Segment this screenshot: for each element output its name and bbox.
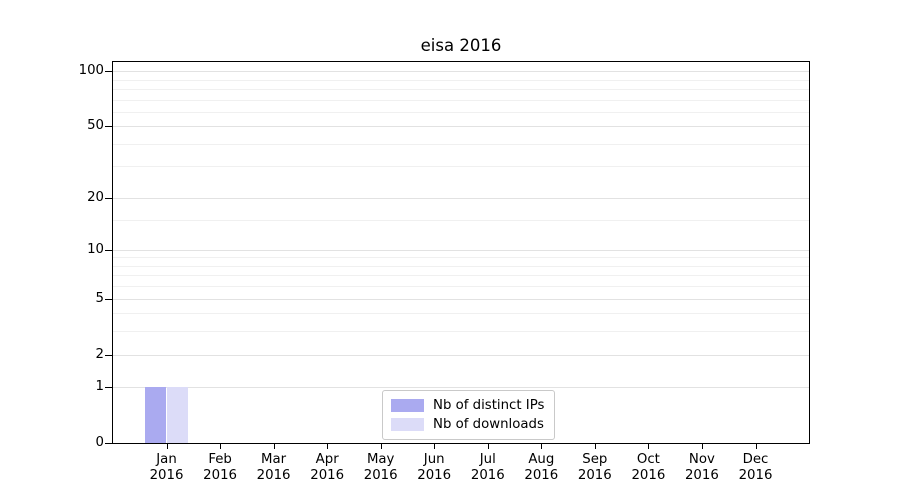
gridline-1 [113, 387, 809, 389]
chart-title: eisa 2016 [420, 36, 502, 55]
gridline-minor-80 [113, 88, 809, 90]
x-tick-label-mar: Mar 2016 [234, 452, 314, 484]
legend-label-1: Nb of downloads [433, 416, 544, 432]
gridline-minor-9 [113, 257, 809, 259]
y-tick-mark-50 [105, 126, 112, 128]
x-tick-mark-apr [327, 444, 329, 449]
x-tick-mark-dec [755, 444, 757, 449]
y-tick-mark-10 [105, 249, 112, 251]
gridline-minor-30 [113, 166, 809, 168]
x-tick-year: 2016 [203, 468, 238, 483]
x-tick-month: Sep [582, 452, 608, 467]
x-tick-month: Jun [423, 452, 445, 467]
legend-label-0: Nb of distinct IPs [433, 397, 545, 413]
x-tick-label-jan: Jan 2016 [127, 452, 207, 484]
legend-swatch-1 [391, 418, 424, 431]
gridline-5 [113, 298, 809, 300]
x-tick-label-dec: Dec 2016 [716, 452, 796, 484]
x-tick-label-apr: Apr 2016 [287, 452, 367, 484]
x-tick-mark-oct [648, 444, 650, 449]
x-tick-year: 2016 [310, 468, 345, 483]
legend-item-1: Nb of downloads [391, 415, 546, 434]
x-tick-mark-sep [594, 444, 596, 449]
gridline-10 [113, 249, 809, 251]
x-tick-label-oct: Oct 2016 [608, 452, 688, 484]
x-tick-month: Aug [528, 452, 555, 467]
legend-swatch-0 [391, 399, 424, 412]
gridline-minor-3 [113, 331, 809, 333]
y-tick-label-5: 5 [95, 290, 104, 306]
x-tick-year: 2016 [631, 468, 666, 483]
x-tick-mark-may [380, 444, 382, 449]
gridline-minor-40 [113, 143, 809, 145]
gridline-minor-4 [113, 313, 809, 315]
gridline-minor-60 [113, 111, 809, 113]
x-tick-month: Nov [688, 452, 715, 467]
x-tick-month: May [366, 452, 395, 467]
x-tick-month: Oct [636, 452, 660, 467]
y-tick-label-2: 2 [95, 346, 104, 362]
plot-area: Nb of distinct IPs Nb of downloads [112, 61, 810, 444]
bar-nb-of-downloads-jan [166, 387, 189, 443]
x-tick-mark-nov [701, 444, 703, 449]
x-tick-label-sep: Sep 2016 [555, 452, 635, 484]
x-tick-month: Dec [742, 452, 769, 467]
x-tick-mark-jul [487, 444, 489, 449]
x-tick-year: 2016 [417, 468, 452, 483]
x-tick-label-nov: Nov 2016 [662, 452, 742, 484]
y-tick-mark-1 [105, 387, 112, 389]
x-tick-year: 2016 [684, 468, 719, 483]
x-tick-year: 2016 [524, 468, 559, 483]
y-tick-mark-5 [105, 298, 112, 300]
x-tick-label-may: May 2016 [341, 452, 421, 484]
x-tick-year: 2016 [363, 468, 398, 483]
x-tick-label-feb: Feb 2016 [180, 452, 260, 484]
gridline-minor-7 [113, 275, 809, 277]
gridline-2 [113, 354, 809, 356]
x-tick-year: 2016 [256, 468, 291, 483]
legend-item-0: Nb of distinct IPs [391, 396, 546, 415]
bar-nb-of-distinct-ips-jan [144, 387, 167, 443]
x-tick-month: Apr [315, 452, 339, 467]
gridline-100 [113, 71, 809, 72]
x-tick-year: 2016 [738, 468, 773, 483]
y-tick-mark-0 [105, 443, 112, 444]
y-tick-label-100: 100 [78, 63, 104, 78]
x-tick-month: Mar [261, 452, 287, 467]
gridline-50 [113, 126, 809, 128]
legend: Nb of distinct IPs Nb of downloads [382, 390, 555, 440]
x-tick-label-jun: Jun 2016 [394, 452, 474, 484]
x-tick-month: Jul [479, 452, 496, 467]
y-tick-mark-100 [105, 71, 112, 72]
x-tick-label-aug: Aug 2016 [501, 452, 581, 484]
gridline-minor-15 [113, 219, 809, 221]
y-tick-label-1: 1 [95, 379, 104, 395]
gridline-minor-8 [113, 265, 809, 267]
x-tick-year: 2016 [470, 468, 505, 483]
x-tick-month: Jan [156, 452, 177, 467]
y-tick-label-10: 10 [87, 241, 104, 257]
y-tick-label-0: 0 [95, 435, 104, 450]
x-tick-year: 2016 [577, 468, 612, 483]
gridline-20 [113, 197, 809, 199]
x-tick-mark-jun [434, 444, 436, 449]
x-tick-month: Feb [208, 452, 232, 467]
y-tick-label-20: 20 [87, 189, 104, 205]
x-tick-mark-mar [273, 444, 275, 449]
y-tick-mark-20 [105, 197, 112, 199]
gridline-minor-70 [113, 99, 809, 101]
x-tick-mark-aug [541, 444, 543, 449]
y-tick-mark-2 [105, 354, 112, 356]
x-tick-label-jul: Jul 2016 [448, 452, 528, 484]
x-tick-year: 2016 [149, 468, 184, 483]
x-tick-mark-jan [166, 444, 168, 449]
gridline-minor-90 [113, 79, 809, 81]
x-tick-mark-feb [220, 444, 222, 449]
gridline-minor-6 [113, 286, 809, 288]
y-tick-label-50: 50 [87, 118, 104, 134]
